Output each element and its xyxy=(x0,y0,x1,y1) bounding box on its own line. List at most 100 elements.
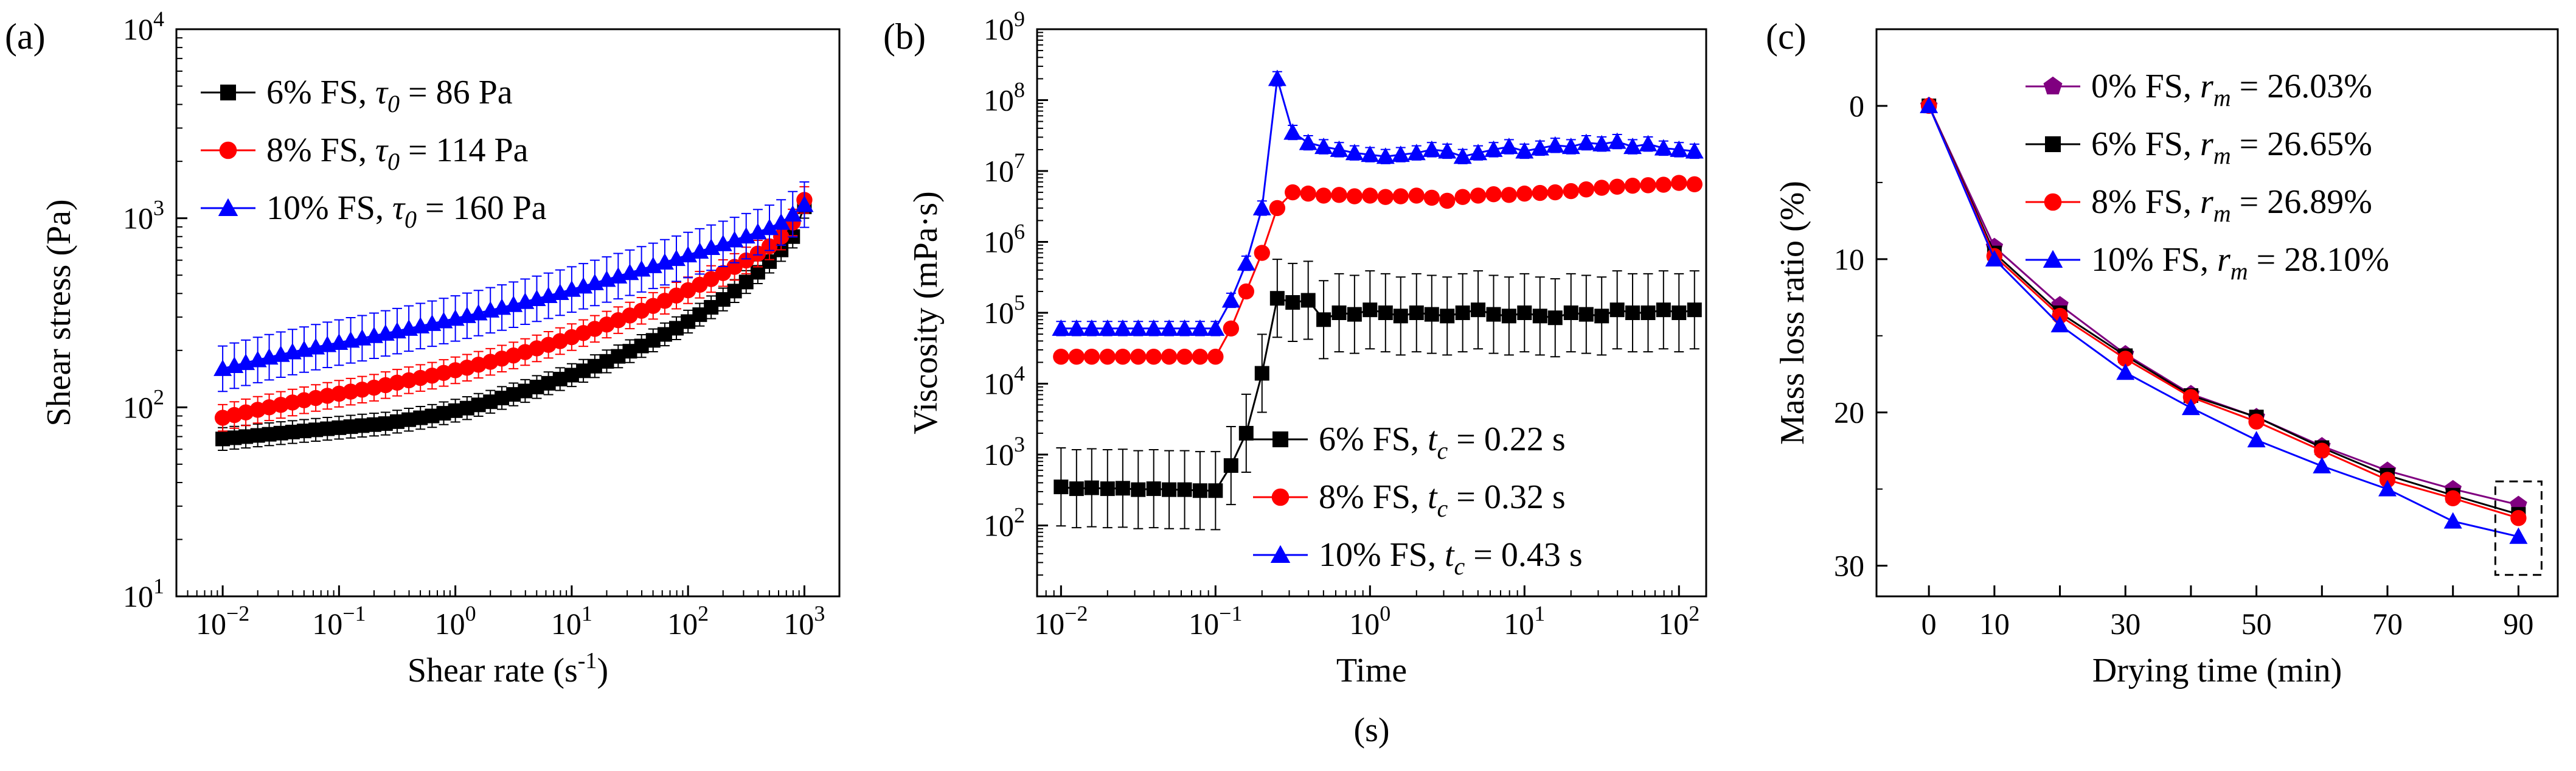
data-point xyxy=(1639,134,1658,152)
data-point xyxy=(1453,147,1472,164)
legend-label: 8% FS, τ0 = 114 Pa xyxy=(266,131,529,175)
x-tick-label: 10 xyxy=(1979,607,2010,641)
data-point xyxy=(1640,305,1656,320)
data-point xyxy=(1687,302,1702,318)
data-point xyxy=(1422,140,1441,157)
data-point xyxy=(1223,320,1240,337)
series-line xyxy=(1928,105,2519,515)
data-point xyxy=(1486,307,1501,322)
data-point xyxy=(1547,310,1563,326)
data-point xyxy=(1131,482,1146,497)
data-point xyxy=(1485,186,1502,203)
panel-1: 10−2 10−1 100 101 102 103 101 102 103 104 Shear ra… xyxy=(5,7,841,689)
panel-label: (a) xyxy=(5,16,46,57)
data-point xyxy=(2182,389,2199,405)
data-point xyxy=(1145,349,1162,365)
data-point xyxy=(1532,184,1548,201)
legend-label: 10% FS, τ0 = 160 Pa xyxy=(266,189,547,233)
legend-entry: 0% FS, rm = 26.03% xyxy=(2026,68,2372,111)
data-point xyxy=(1082,319,1101,336)
series-2 xyxy=(1053,175,1703,365)
series-line xyxy=(1928,105,2519,519)
x-tick-label: 10−1 xyxy=(312,601,366,641)
data-point xyxy=(2248,413,2265,430)
data-point xyxy=(1640,177,1656,194)
data-point xyxy=(1068,349,1085,365)
data-point xyxy=(1654,139,1673,156)
y-axis-label: Shear stress (Pa) xyxy=(40,199,78,426)
data-point xyxy=(1686,176,1703,192)
data-point xyxy=(1546,136,1564,153)
data-point xyxy=(1269,291,1285,306)
y-tick-label: 106 xyxy=(984,220,1025,259)
data-point xyxy=(1471,302,1486,318)
series-4 xyxy=(1920,96,2528,544)
legend-entry: 8% FS, τ0 = 114 Pa xyxy=(201,131,529,175)
data-point xyxy=(1563,183,1579,200)
y-tick-label: 0 xyxy=(1849,89,1864,123)
x-tick-label: 10−2 xyxy=(1034,601,1088,641)
data-point xyxy=(1252,198,1271,215)
data-point xyxy=(772,213,791,230)
data-point xyxy=(1670,140,1689,157)
data-point xyxy=(1577,133,1595,150)
x-tick-label: 70 xyxy=(2372,607,2403,641)
legend-label: 10% FS, rm = 28.10% xyxy=(2091,241,2389,285)
data-point xyxy=(1316,312,1331,327)
plot-frame xyxy=(1875,28,2559,598)
data-point xyxy=(1192,483,1207,498)
legend-label: 0% FS, rm = 26.03% xyxy=(2091,68,2372,111)
data-point xyxy=(2314,442,2330,459)
x-tick-label: 10−1 xyxy=(1189,601,1242,641)
data-point xyxy=(1098,319,1117,336)
data-point xyxy=(1161,349,1178,365)
legend-label: 8% FS, tc = 0.32 s xyxy=(1319,478,1566,522)
data-point xyxy=(1254,245,1270,261)
data-point xyxy=(1685,142,1704,159)
y-tick-label: 101 xyxy=(123,574,164,613)
data-point xyxy=(1530,139,1549,156)
data-point xyxy=(1054,480,1069,495)
panel-2: 10−2 10−1 100 101 102 102 103 104 105 106 107 108 10… xyxy=(883,7,1707,749)
data-point xyxy=(1561,138,1580,155)
data-point xyxy=(354,382,370,398)
series-line xyxy=(1928,105,2519,538)
data-point xyxy=(2247,431,2266,448)
y-tick-label: 20 xyxy=(1834,396,1864,430)
legend-marker xyxy=(1271,488,1290,506)
legend-entry: 8% FS, tc = 0.32 s xyxy=(1253,478,1566,522)
data-point xyxy=(1221,291,1240,308)
y-tick-label: 105 xyxy=(984,290,1025,330)
data-point xyxy=(1177,482,1192,497)
plot-frame xyxy=(175,28,841,598)
data-point xyxy=(1455,305,1470,320)
data-point xyxy=(1624,177,1641,194)
data-point xyxy=(1144,319,1163,336)
y-axis-label: Mass loss ratio (%) xyxy=(1774,181,1811,445)
data-point xyxy=(1192,349,1209,365)
data-point xyxy=(1424,307,1439,322)
data-point xyxy=(1608,132,1626,149)
data-point xyxy=(1331,305,1347,320)
data-point xyxy=(1099,349,1116,365)
data-point xyxy=(783,205,802,222)
x-axis-label: Time xyxy=(1336,652,1407,689)
data-point xyxy=(1176,349,1193,365)
data-point xyxy=(1563,305,1578,320)
data-point xyxy=(1517,305,1532,320)
panel-label: (b) xyxy=(883,16,926,57)
data-point xyxy=(1362,187,1378,204)
y-tick-label: 108 xyxy=(984,78,1025,117)
x-tick-label: 30 xyxy=(2110,607,2140,641)
data-point xyxy=(1408,187,1425,204)
data-point xyxy=(1470,187,1487,204)
data-point xyxy=(1100,481,1115,497)
data-point xyxy=(1268,69,1286,86)
y-tick-label: 109 xyxy=(984,7,1025,46)
y-tick-label: 102 xyxy=(123,385,164,424)
data-point xyxy=(1285,295,1300,310)
data-point xyxy=(1361,145,1380,162)
y-tick-label: 103 xyxy=(123,196,164,235)
